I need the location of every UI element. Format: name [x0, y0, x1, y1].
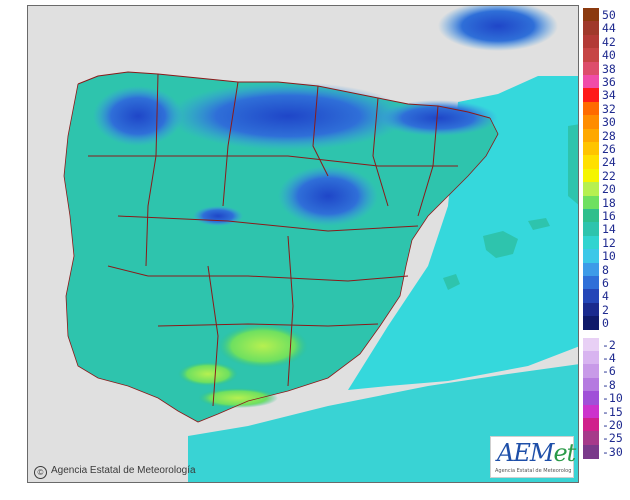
legend-swatch-16 [583, 209, 599, 223]
mallorca [483, 231, 518, 258]
legend-swatch-26 [583, 142, 599, 156]
legend-label-neg6: -6 [602, 364, 616, 379]
legend-swatch-30 [583, 115, 599, 130]
ibiza [443, 274, 460, 290]
legend-label-14: 14 [602, 222, 616, 237]
warm-zone-coast [198, 388, 278, 408]
legend-label-44: 44 [602, 21, 616, 36]
legend-label-0: 0 [602, 316, 609, 331]
legend-label-26: 26 [602, 142, 616, 156]
legend-label-20: 20 [602, 182, 616, 197]
warm-zone-granada [218, 324, 308, 368]
legend-label-36: 36 [602, 75, 616, 89]
legend-swatch-0 [583, 316, 599, 331]
logo-subtitle: Agencia Estatal de Meteorología [495, 468, 571, 474]
legend-label-40: 40 [602, 48, 616, 63]
cold-zone-central [193, 206, 243, 226]
africa-south-grey [28, 411, 188, 482]
legend-label-22: 22 [602, 168, 616, 183]
legend-swatch-14 [583, 222, 599, 237]
legend-swatch-42 [583, 34, 599, 49]
legend-label-16: 16 [602, 209, 616, 223]
sardinia-edge [568, 124, 578, 205]
legend-label-50: 50 [602, 8, 616, 22]
legend-swatch-neg8 [583, 377, 599, 392]
legend-swatch-32 [583, 101, 599, 116]
legend-swatch-24 [583, 155, 599, 170]
legend-swatch-neg4 [583, 351, 599, 365]
legend-swatch-34 [583, 88, 599, 103]
legend-label-neg2: -2 [602, 337, 616, 352]
legend-label-neg15: -15 [602, 404, 623, 419]
logo-accent-text: et [553, 439, 576, 467]
legend-swatch-neg15 [583, 404, 599, 419]
menorca [528, 218, 550, 230]
aemet-logo: AEMet Agencia Estatal de Meteorología [490, 436, 576, 478]
legend-swatch-12 [583, 235, 599, 250]
legend-label-18: 18 [602, 195, 616, 210]
legend-label-neg8: -8 [602, 377, 616, 392]
legend-label-4: 4 [602, 289, 609, 304]
warm-zone-guadalquivir [178, 362, 238, 386]
map-canvas [28, 6, 578, 482]
iberian-peninsula [64, 72, 498, 422]
legend-swatch-neg10 [583, 391, 599, 406]
legend-label-neg25: -25 [602, 431, 623, 446]
africa-land [188, 364, 578, 482]
legend-swatch-18 [583, 195, 599, 210]
legend-label-10: 10 [602, 249, 616, 264]
legend-swatch-44 [583, 21, 599, 36]
legend-swatch-neg6 [583, 364, 599, 379]
mediterranean-sea [348, 76, 578, 390]
legend-label-32: 32 [602, 101, 616, 116]
atlantic-west [28, 76, 168, 411]
logo-main-text: AEM [497, 439, 554, 467]
legend-label-28: 28 [602, 128, 616, 143]
legend-swatch-10 [583, 249, 599, 264]
legend-swatch-50 [583, 8, 599, 22]
legend-label-42: 42 [602, 34, 616, 49]
legend-label-neg30: -30 [602, 444, 623, 459]
legend-swatch-20 [583, 182, 599, 197]
legend-label-neg4: -4 [602, 351, 616, 365]
cold-zone-cantabrian [168, 82, 408, 150]
legend-swatch-neg2 [583, 337, 599, 352]
legend-label-8: 8 [602, 262, 609, 277]
peninsula-coast [63, 83, 499, 423]
legend-swatch-2 [583, 302, 599, 317]
temperature-map [27, 5, 579, 483]
copyright-icon: © [34, 466, 47, 479]
cold-zone-galicia [93, 86, 183, 146]
bay-of-biscay [28, 6, 334, 76]
legend-swatch-neg20 [583, 418, 599, 432]
legend-swatch-38 [583, 61, 599, 76]
legend-swatch-28 [583, 128, 599, 143]
map-credit: © Agencia Estatal de Meteorología [34, 465, 196, 479]
legend-label-neg10: -10 [602, 391, 623, 406]
legend-label-24: 24 [602, 155, 616, 170]
legend-swatch-neg30 [583, 444, 599, 459]
legend-label-neg20: -20 [602, 418, 623, 432]
logo-mark: AEMet [497, 439, 576, 467]
province-borders [77, 71, 491, 407]
credit-text: Agencia Estatal de Meteorología [51, 465, 196, 476]
cold-zone-pyrenees [378, 100, 498, 136]
temperature-legend: 50 44 42 40 38 36 34 32 30 28 26 24 22 20 18 16 14 12 10 8 6… [583, 8, 630, 484]
legend-label-38: 38 [602, 61, 616, 76]
legend-swatch-6 [583, 276, 599, 290]
legend-swatch-36 [583, 75, 599, 89]
legend-swatch-4 [583, 289, 599, 304]
legend-swatch-40 [583, 48, 599, 63]
legend-label-12: 12 [602, 235, 616, 250]
cold-zone-iberian-system [278, 166, 378, 226]
cold-zone-alps [438, 6, 558, 51]
legend-swatch-22 [583, 168, 599, 183]
legend-label-34: 34 [602, 88, 616, 103]
legend-swatch-neg25 [583, 431, 599, 446]
legend-label-30: 30 [602, 115, 616, 130]
legend-swatch-8 [583, 262, 599, 277]
legend-label-6: 6 [602, 276, 609, 290]
legend-label-2: 2 [602, 302, 609, 317]
